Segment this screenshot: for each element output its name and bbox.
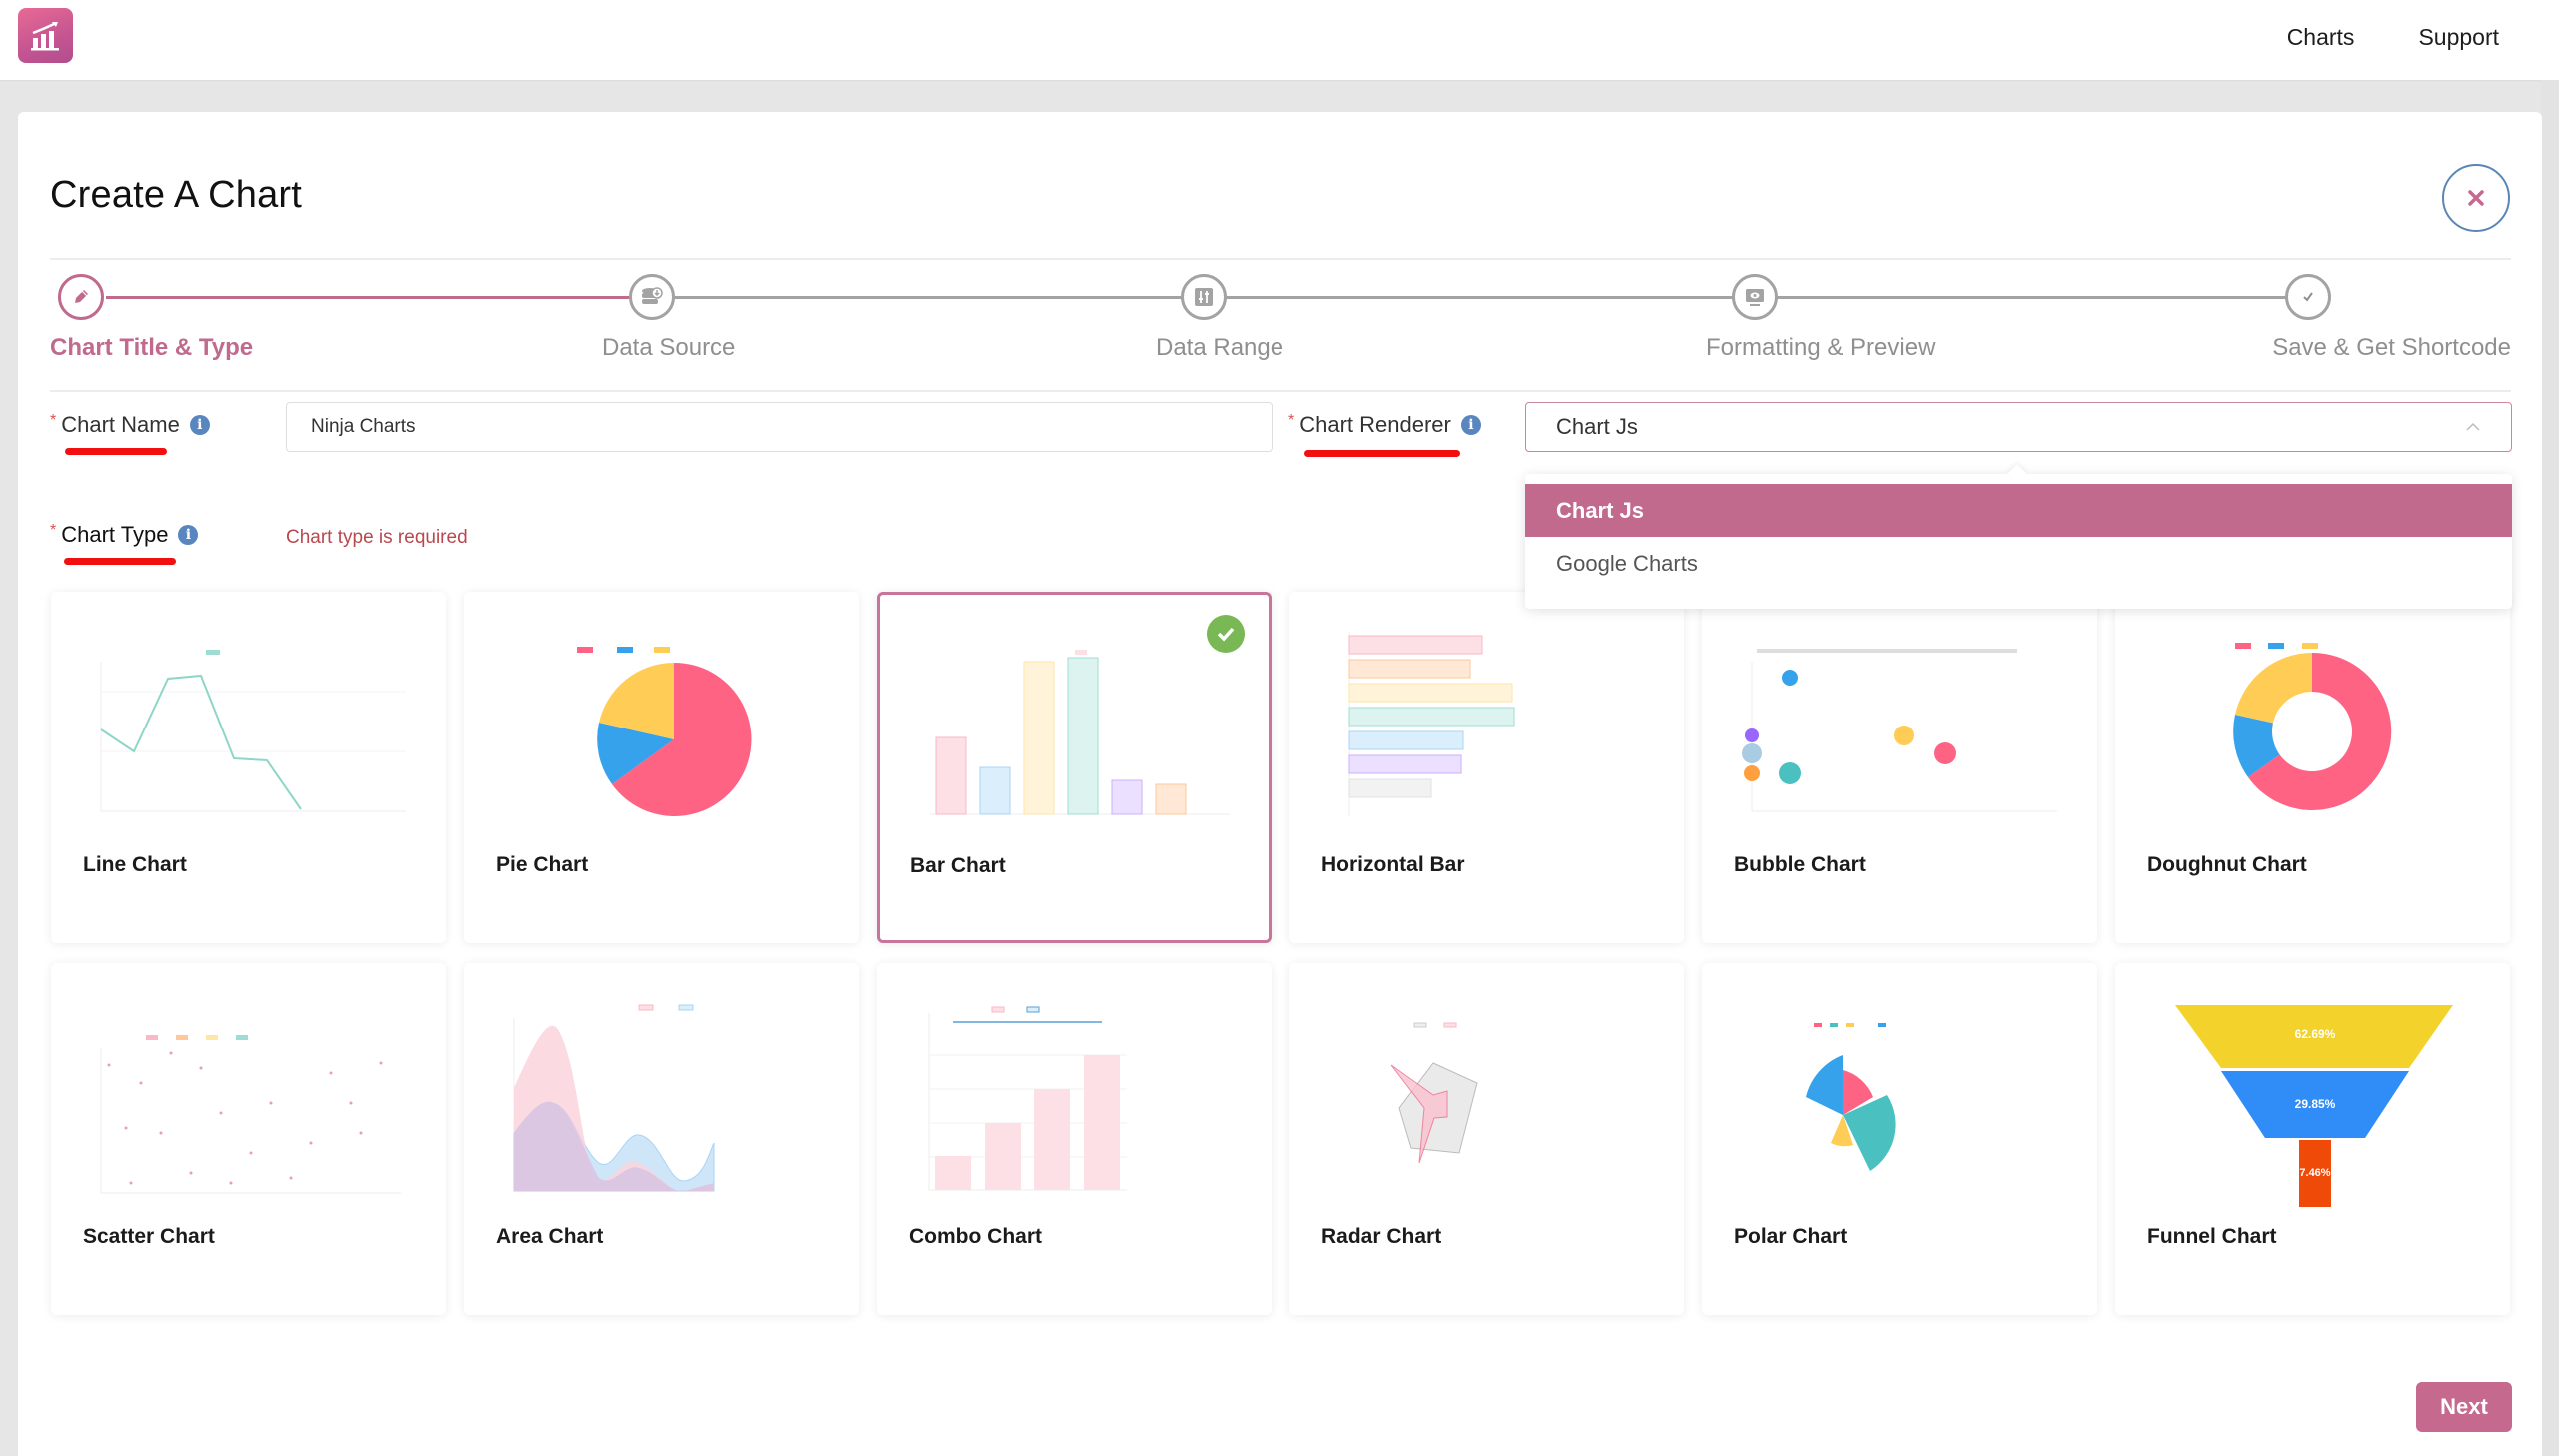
svg-text:29.85%: 29.85% xyxy=(2295,1097,2336,1111)
renderer-option-google-charts[interactable]: Google Charts xyxy=(1556,550,1698,576)
chart-type-card-line[interactable]: Line Chart xyxy=(51,592,446,943)
chart-type-name: Polar Chart xyxy=(1734,1225,1848,1248)
svg-text:62.69%: 62.69% xyxy=(2295,1027,2336,1041)
step-2-label[interactable]: Data Source xyxy=(602,334,736,361)
horizontal-bar-preview xyxy=(1348,632,1515,816)
step-3-label[interactable]: Data Range xyxy=(1156,334,1284,361)
step-5-indicator[interactable] xyxy=(2285,274,2331,320)
create-chart-panel: Create A Chart xyxy=(18,112,2542,1456)
chart-type-label: * Chart Type i xyxy=(50,522,199,548)
step-1-label[interactable]: Chart Title & Type xyxy=(50,334,254,361)
line-chart-preview xyxy=(100,650,406,812)
chart-type-label-text: Chart Type xyxy=(61,522,169,547)
checkmark-icon xyxy=(2303,292,2313,302)
chart-name-input[interactable] xyxy=(286,402,1273,452)
chart-type-name: Horizontal Bar xyxy=(1321,853,1465,876)
annotation-underline xyxy=(1304,450,1460,457)
chart-type-card-polar[interactable]: Polar Chart xyxy=(1702,963,2097,1315)
nav-support-link[interactable]: Support xyxy=(2418,23,2499,50)
chart-growth-icon xyxy=(30,21,59,50)
nav-charts-link[interactable]: Charts xyxy=(2286,23,2355,50)
required-marker: * xyxy=(50,522,57,539)
chart-type-card-area[interactable]: Area Chart xyxy=(464,963,859,1315)
pencil-icon xyxy=(75,290,88,303)
step-1-indicator[interactable] xyxy=(58,274,104,320)
chart-renderer-select[interactable]: Chart Js xyxy=(1525,402,2512,452)
step-connector xyxy=(1767,296,2307,299)
chart-type-name: Combo Chart xyxy=(909,1225,1042,1248)
chart-renderer-label-text: Chart Renderer xyxy=(1299,412,1451,437)
page-title: Create A Chart xyxy=(50,174,303,216)
renderer-option-chartjs[interactable]: Chart Js xyxy=(1525,484,2512,537)
chart-type-name: Radar Chart xyxy=(1321,1225,1442,1248)
chart-type-card-horizontal-bar[interactable]: Horizontal Bar xyxy=(1289,592,1684,943)
info-icon[interactable]: i xyxy=(189,415,210,435)
chart-name-label: * Chart Name i xyxy=(50,412,210,438)
chart-type-card-funnel[interactable]: 62.69% 29.85% 7.46% Funnel Chart xyxy=(2115,963,2510,1315)
doughnut-chart-preview xyxy=(2233,643,2392,810)
chart-renderer-value: Chart Js xyxy=(1556,414,1638,439)
required-marker: * xyxy=(1288,412,1295,429)
chart-type-card-combo[interactable]: Combo Chart xyxy=(877,963,1272,1315)
step-connector xyxy=(106,296,652,299)
chart-type-card-bar[interactable]: Bar Chart xyxy=(877,592,1272,943)
funnel-chart-preview: 62.69% 29.85% 7.46% xyxy=(2175,1005,2453,1207)
info-icon[interactable]: i xyxy=(178,525,199,545)
step-3-indicator[interactable] xyxy=(1181,274,1227,320)
bubble-chart-preview xyxy=(1742,649,2057,812)
chart-type-card-radar[interactable]: Radar Chart xyxy=(1289,963,1684,1315)
chart-type-name: Scatter Chart xyxy=(83,1225,215,1248)
top-nav: Charts Support xyxy=(2287,0,2499,74)
close-icon xyxy=(2468,190,2484,206)
chart-renderer-label: * Chart Renderer i xyxy=(1288,412,1481,438)
chart-name-label-text: Chart Name xyxy=(61,412,180,437)
annotation-underline xyxy=(64,558,176,565)
chart-renderer-dropdown: Chart Js Google Charts xyxy=(1525,464,2512,609)
step-connector xyxy=(662,296,1200,299)
svg-text:7.46%: 7.46% xyxy=(2299,1167,2330,1179)
top-navigation-bar: Charts Support xyxy=(0,0,2559,80)
chart-type-name: Bar Chart xyxy=(910,854,1006,877)
stepper-divider xyxy=(50,390,2511,392)
pie-chart-preview xyxy=(577,647,752,816)
step-2-indicator[interactable] xyxy=(629,274,675,320)
chart-type-name: Area Chart xyxy=(496,1225,604,1248)
info-icon[interactable]: i xyxy=(1460,415,1481,435)
chart-type-card-doughnut[interactable]: Doughnut Chart xyxy=(2115,592,2510,943)
area-chart-preview xyxy=(513,1004,715,1192)
radar-chart-preview xyxy=(1390,1022,1478,1164)
database-download-icon xyxy=(642,287,663,304)
wizard-stepper: Chart Title & Type Data Source Data Rang… xyxy=(50,262,2511,372)
chart-type-card-scatter[interactable]: Scatter Chart xyxy=(51,963,446,1315)
required-marker: * xyxy=(50,412,57,429)
selected-check-icon xyxy=(1207,615,1245,653)
page-scrollbar[interactable] xyxy=(2541,80,2559,1456)
combo-chart-preview xyxy=(928,1006,1127,1191)
step-5-label[interactable]: Save & Get Shortcode xyxy=(2272,334,2511,361)
scatter-chart-preview xyxy=(100,1035,401,1194)
sliders-icon xyxy=(1195,288,1213,306)
step-4-label[interactable]: Formatting & Preview xyxy=(1706,334,1936,361)
close-button[interactable] xyxy=(2442,164,2510,232)
chart-type-name: Bubble Chart xyxy=(1734,853,1866,876)
chart-type-error: Chart type is required xyxy=(286,527,468,548)
chart-type-name: Doughnut Chart xyxy=(2147,853,2307,876)
chart-type-name: Pie Chart xyxy=(496,853,589,876)
next-button[interactable]: Next xyxy=(2416,1382,2512,1432)
chart-type-card-pie[interactable]: Pie Chart xyxy=(464,592,859,943)
chart-type-name: Funnel Chart xyxy=(2147,1225,2277,1248)
chart-type-grid: Line Chart Pie Chart xyxy=(51,592,2512,1315)
chevron-up-icon xyxy=(2466,422,2480,431)
polar-chart-preview xyxy=(1806,1023,1896,1171)
chart-type-name: Line Chart xyxy=(83,853,187,876)
annotation-underline xyxy=(65,448,167,455)
bar-chart-preview xyxy=(930,650,1230,815)
header-divider xyxy=(50,258,2511,260)
chart-type-card-bubble[interactable]: Bubble Chart xyxy=(1702,592,2097,943)
monitor-preview-icon xyxy=(1746,289,1764,306)
dropdown-caret xyxy=(2007,464,2027,484)
step-4-indicator[interactable] xyxy=(1732,274,1778,320)
app-logo[interactable] xyxy=(18,8,73,63)
step-connector xyxy=(1214,296,1753,299)
